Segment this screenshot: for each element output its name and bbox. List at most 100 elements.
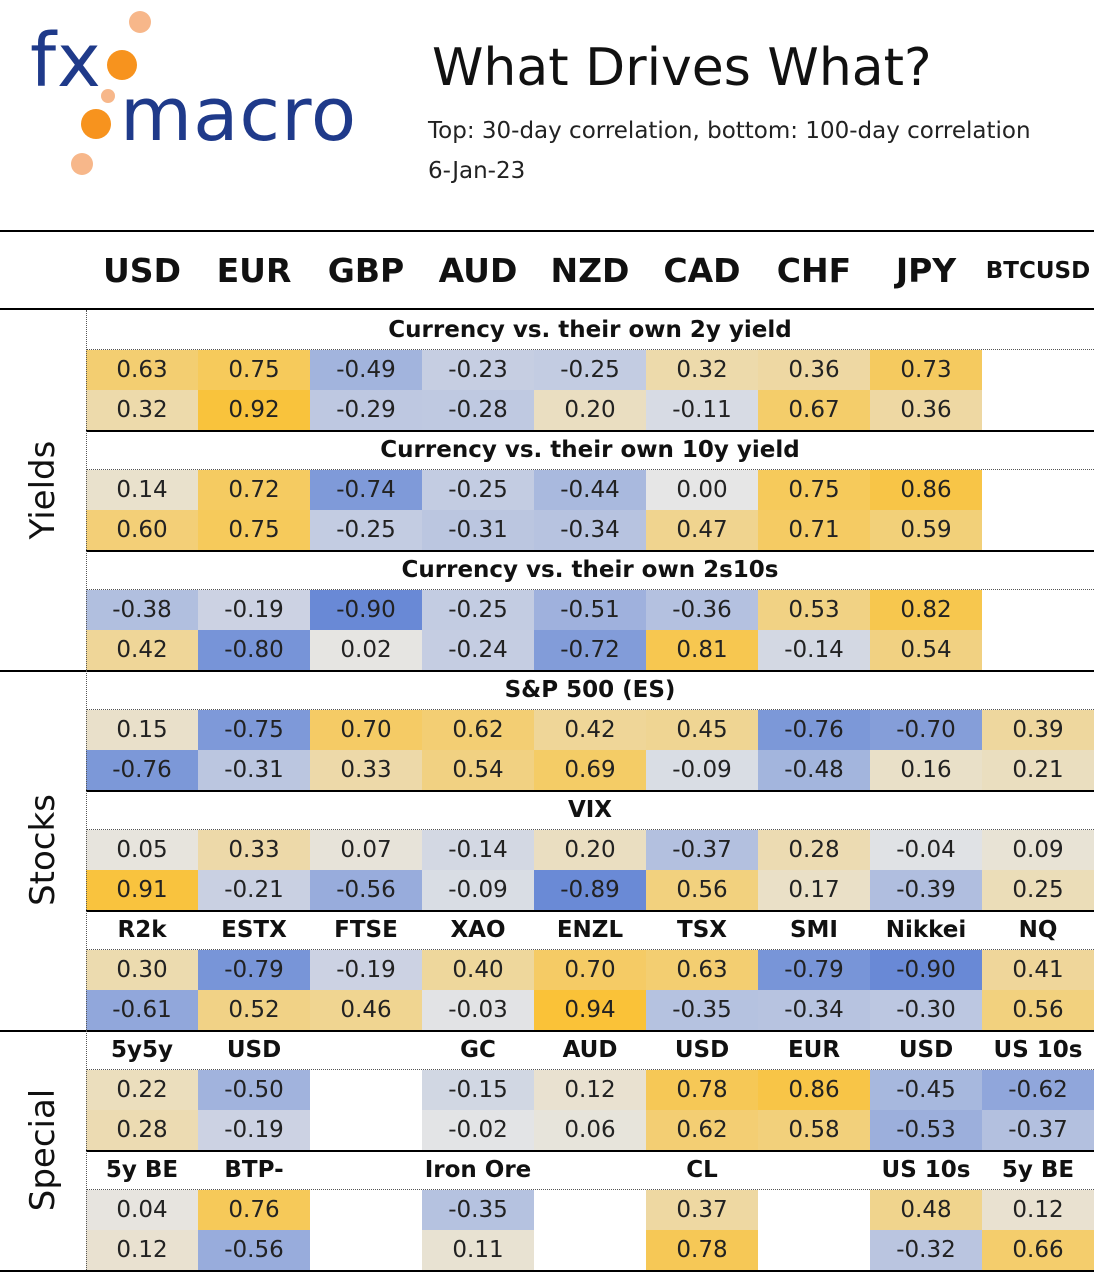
divider-line [86, 1069, 1094, 1070]
corr-cell-100d: 0.75 [198, 510, 310, 550]
series-label: FTSE [334, 917, 398, 943]
corr-cell-30d: 0.09 [982, 830, 1094, 870]
corr-cell-100d: -0.89 [534, 870, 646, 910]
corr-cell-100d: 0.67 [758, 390, 870, 430]
corr-cell-100d: 0.32 [86, 390, 198, 430]
divider-line [86, 910, 1094, 912]
corr-cell-100d: -0.11 [646, 390, 758, 430]
corr-cell-30d: -0.14 [422, 830, 534, 870]
divider-line [86, 709, 1094, 710]
corr-cell-100d: 0.59 [870, 510, 982, 550]
corr-cell-30d: 0.14 [86, 470, 198, 510]
corr-cell-30d: 0.75 [198, 350, 310, 390]
corr-cell-100d: -0.31 [198, 750, 310, 790]
page-subtitle: Top: 30-day correlation, bottom: 100-day… [428, 118, 1031, 144]
corr-cell-30d: 0.28 [758, 830, 870, 870]
corr-cell-30d: 0.12 [982, 1190, 1094, 1230]
corr-cell-30d: 0.42 [534, 710, 646, 750]
corr-cell-100d: 0.56 [646, 870, 758, 910]
series-label: Nikkei [885, 917, 967, 943]
corr-cell-100d: 0.54 [870, 630, 982, 670]
series-label: EUR [787, 1037, 841, 1063]
corr-cell-30d: 0.82 [870, 590, 982, 630]
corr-cell-100d: 0.28 [86, 1110, 198, 1150]
corr-cell-100d: 0.60 [86, 510, 198, 550]
corr-cell-100d: -0.09 [646, 750, 758, 790]
corr-cell-100d: 0.46 [310, 990, 422, 1030]
series-label: ENZL [556, 917, 624, 943]
section-title: Currency vs. their own 2s10s [401, 557, 779, 583]
group-label-text: Stocks [23, 794, 63, 906]
series-label: US 10s [993, 1037, 1083, 1063]
group-label-text: Yields [23, 440, 63, 540]
corr-cell-100d: 0.21 [982, 750, 1094, 790]
group-label-yields: Yields [0, 310, 86, 670]
divider-line [86, 589, 1094, 590]
section-title: VIX [567, 797, 613, 823]
corr-cell-100d: 0.81 [646, 630, 758, 670]
series-label: AUD [562, 1037, 618, 1063]
corr-cell-30d: 0.48 [870, 1190, 982, 1230]
group-separator [86, 1030, 87, 1270]
corr-cell-100d: 0.66 [982, 1230, 1094, 1270]
divider-line [0, 670, 1094, 672]
column-header-chf: CHF [776, 251, 852, 290]
column-header-jpy: JPY [895, 251, 957, 290]
corr-cell-30d: 0.37 [646, 1190, 758, 1230]
group-separator [86, 310, 87, 670]
corr-cell-30d: 0.20 [534, 830, 646, 870]
corr-cell-30d: -0.51 [534, 590, 646, 630]
corr-cell-100d: -0.56 [198, 1230, 310, 1270]
corr-cell-100d: -0.28 [422, 390, 534, 430]
corr-cell-30d: -0.37 [646, 830, 758, 870]
divider-line [86, 829, 1094, 830]
corr-cell-30d: 0.73 [870, 350, 982, 390]
corr-cell-30d: 0.40 [422, 950, 534, 990]
corr-cell-100d: -0.34 [534, 510, 646, 550]
corr-cell-30d: 0.30 [86, 950, 198, 990]
corr-cell-30d: -0.90 [870, 950, 982, 990]
corr-cell-30d: 0.62 [422, 710, 534, 750]
corr-cell-100d: 0.17 [758, 870, 870, 910]
corr-cell-100d: -0.25 [310, 510, 422, 550]
series-label: 5y5y [111, 1037, 173, 1063]
group-label-stocks: Stocks [0, 670, 86, 1030]
corr-cell-30d: -0.75 [198, 710, 310, 750]
corr-cell-100d: -0.34 [758, 990, 870, 1030]
corr-cell-30d: 0.32 [646, 350, 758, 390]
divider-line [86, 790, 1094, 792]
corr-cell-30d: -0.45 [870, 1070, 982, 1110]
series-label: GC [460, 1037, 496, 1063]
divider-line [0, 308, 1094, 310]
corr-cell-30d: 0.04 [86, 1190, 198, 1230]
corr-cell-100d: 0.02 [310, 630, 422, 670]
corr-cell-100d: -0.29 [310, 390, 422, 430]
divider-line [0, 1030, 1094, 1032]
column-header-usd: USD [103, 251, 181, 290]
divider-line [86, 349, 1094, 350]
column-header-gbp: GBP [327, 251, 405, 290]
series-label: CL [686, 1157, 718, 1183]
series-label: ESTX [221, 917, 287, 943]
corr-cell-100d: -0.53 [870, 1110, 982, 1150]
page-date: 6-Jan-23 [428, 158, 526, 184]
logo-fx-text: fx [30, 18, 102, 104]
corr-cell-30d: 0.41 [982, 950, 1094, 990]
corr-cell-100d: 0.06 [534, 1110, 646, 1150]
corr-cell-30d: 0.63 [86, 350, 198, 390]
series-label: NQ [1018, 917, 1058, 943]
corr-cell-30d: 0.75 [758, 470, 870, 510]
corr-cell-100d: -0.32 [870, 1230, 982, 1270]
corr-cell-100d: 0.11 [422, 1230, 534, 1270]
series-label: BTP-BND [224, 1157, 284, 1223]
corr-cell-100d: -0.48 [758, 750, 870, 790]
corr-cell-30d: 0.63 [646, 950, 758, 990]
series-label: SMI [789, 917, 838, 943]
corr-cell-100d: 0.25 [982, 870, 1094, 910]
corr-cell-100d: -0.35 [646, 990, 758, 1030]
corr-cell-30d: 0.15 [86, 710, 198, 750]
corr-cell-100d: -0.14 [758, 630, 870, 670]
logo-macro-text: macro [120, 72, 358, 158]
corr-cell-100d: -0.80 [198, 630, 310, 670]
corr-cell-100d: -0.03 [422, 990, 534, 1030]
